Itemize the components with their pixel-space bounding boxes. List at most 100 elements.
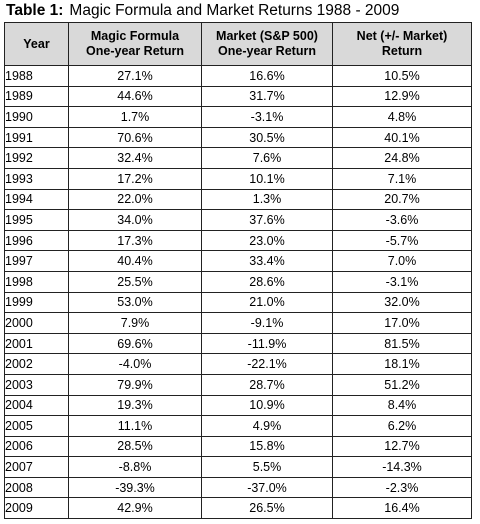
year-cell: 1990	[4, 106, 69, 128]
market-return-cell: 28.6%	[201, 270, 333, 293]
market-return-cell: 26.5%	[201, 497, 333, 520]
net-return-cell: 10.5%	[332, 65, 472, 87]
table-row: 1998 25.5% 28.6% -3.1%	[4, 270, 472, 293]
year-cell: 1993	[4, 167, 69, 190]
net-return-cell: 18.1%	[332, 353, 472, 375]
net-return-cell: 4.8%	[332, 106, 472, 128]
net-return-cell: 6.2%	[332, 415, 472, 437]
market-return-cell: 31.7%	[201, 85, 333, 108]
market-return-cell: 4.9%	[201, 415, 333, 437]
net-return-cell: -2.3%	[332, 476, 472, 499]
column-header-magic-formula: Magic Formula One-year Return	[68, 22, 202, 66]
year-cell: 2007	[4, 456, 69, 478]
net-return-cell: -3.6%	[332, 209, 472, 231]
table-row: 2007 -8.8% 5.5% -14.3%	[4, 456, 472, 478]
table-row: 2009 42.9% 26.5% 16.4%	[4, 497, 472, 520]
year-cell: 2004	[4, 394, 69, 417]
column-header-net: Net (+/- Market) Return	[332, 22, 472, 66]
year-cell: 2001	[4, 332, 69, 355]
net-return-cell: 12.7%	[332, 435, 472, 458]
magic-formula-return-cell: 69.6%	[68, 332, 202, 355]
market-return-cell: 30.5%	[201, 126, 333, 149]
year-cell: 1995	[4, 209, 69, 231]
net-return-cell: 40.1%	[332, 126, 472, 149]
market-return-cell: -3.1%	[201, 106, 333, 128]
table-row: 1994 22.0% 1.3% 20.7%	[4, 188, 472, 211]
table-row: 2002 -4.0% -22.1% 18.1%	[4, 353, 472, 375]
magic-formula-return-cell: 1.7%	[68, 106, 202, 128]
table-header: Year Magic Formula One-year Return Marke…	[4, 22, 472, 66]
table-row: 1991 70.6% 30.5% 40.1%	[4, 126, 472, 149]
column-header-market: Market (S&P 500) One-year Return	[201, 22, 333, 66]
market-return-cell: -22.1%	[201, 353, 333, 375]
table-row: 2008 -39.3% -37.0% -2.3%	[4, 476, 472, 499]
magic-formula-return-cell: 53.0%	[68, 291, 202, 314]
market-return-cell: 10.9%	[201, 394, 333, 417]
net-return-cell: 20.7%	[332, 188, 472, 211]
magic-formula-return-cell: 11.1%	[68, 415, 202, 437]
year-cell: 1989	[4, 85, 69, 108]
net-return-cell: -14.3%	[332, 456, 472, 478]
year-cell: 1997	[4, 250, 69, 272]
table-number-label: Table 1:	[6, 2, 64, 19]
table-caption: Magic Formula and Market Returns 1988 - …	[69, 2, 400, 19]
returns-table: Year Magic Formula One-year Return Marke…	[4, 22, 472, 520]
year-cell: 2000	[4, 312, 69, 334]
magic-formula-return-cell: 79.9%	[68, 373, 202, 396]
magic-formula-return-cell: 25.5%	[68, 270, 202, 293]
year-cell: 1999	[4, 291, 69, 314]
net-return-cell: 16.4%	[332, 497, 472, 520]
market-return-cell: 21.0%	[201, 291, 333, 314]
year-cell: 1994	[4, 188, 69, 211]
table-row: 1997 40.4% 33.4% 7.0%	[4, 250, 472, 272]
net-return-cell: 32.0%	[332, 291, 472, 314]
magic-formula-return-cell: 40.4%	[68, 250, 202, 272]
net-return-cell: -3.1%	[332, 270, 472, 293]
magic-formula-return-cell: 17.3%	[68, 229, 202, 252]
magic-formula-return-cell: 27.1%	[68, 65, 202, 87]
net-return-cell: 7.0%	[332, 250, 472, 272]
magic-formula-return-cell: 22.0%	[68, 188, 202, 211]
header-row: Year Magic Formula One-year Return Marke…	[4, 22, 472, 66]
magic-formula-return-cell: 28.5%	[68, 435, 202, 458]
net-return-cell: 24.8%	[332, 147, 472, 169]
magic-formula-return-cell: 32.4%	[68, 147, 202, 169]
table-row: 1999 53.0% 21.0% 32.0%	[4, 291, 472, 314]
year-cell: 2002	[4, 353, 69, 375]
net-return-cell: -5.7%	[332, 229, 472, 252]
table-row: 2001 69.6% -11.9% 81.5%	[4, 332, 472, 355]
table-row: 2006 28.5% 15.8% 12.7%	[4, 435, 472, 458]
magic-formula-return-cell: -39.3%	[68, 476, 202, 499]
market-return-cell: 1.3%	[201, 188, 333, 211]
market-return-cell: 23.0%	[201, 229, 333, 252]
year-cell: 2005	[4, 415, 69, 437]
magic-formula-return-cell: -4.0%	[68, 353, 202, 375]
table-row: 1990 1.7% -3.1% 4.8%	[4, 106, 472, 128]
year-cell: 2009	[4, 497, 69, 520]
year-cell: 1988	[4, 65, 69, 87]
year-cell: 1992	[4, 147, 69, 169]
year-cell: 2008	[4, 476, 69, 499]
table-row: 2003 79.9% 28.7% 51.2%	[4, 373, 472, 396]
market-return-cell: 28.7%	[201, 373, 333, 396]
magic-formula-return-cell: -8.8%	[68, 456, 202, 478]
market-return-cell: -11.9%	[201, 332, 333, 355]
table-body: 1988 27.1% 16.6% 10.5% 1989 44.6% 31.7% 12.9% 19…	[4, 65, 472, 520]
year-cell: 1996	[4, 229, 69, 252]
magic-formula-return-cell: 44.6%	[68, 85, 202, 108]
table-row: 1988 27.1% 16.6% 10.5%	[4, 65, 472, 87]
magic-formula-return-cell: 7.9%	[68, 312, 202, 334]
year-cell: 2006	[4, 435, 69, 458]
year-cell: 1998	[4, 270, 69, 293]
net-return-cell: 51.2%	[332, 373, 472, 396]
table-row: 2005 11.1% 4.9% 6.2%	[4, 415, 472, 437]
market-return-cell: 5.5%	[201, 456, 333, 478]
year-cell: 2003	[4, 373, 69, 396]
magic-formula-return-cell: 17.2%	[68, 167, 202, 190]
table-row: 1992 32.4% 7.6% 24.8%	[4, 147, 472, 169]
market-return-cell: 15.8%	[201, 435, 333, 458]
market-return-cell: 33.4%	[201, 250, 333, 272]
market-return-cell: -37.0%	[201, 476, 333, 499]
market-return-cell: -9.1%	[201, 312, 333, 334]
